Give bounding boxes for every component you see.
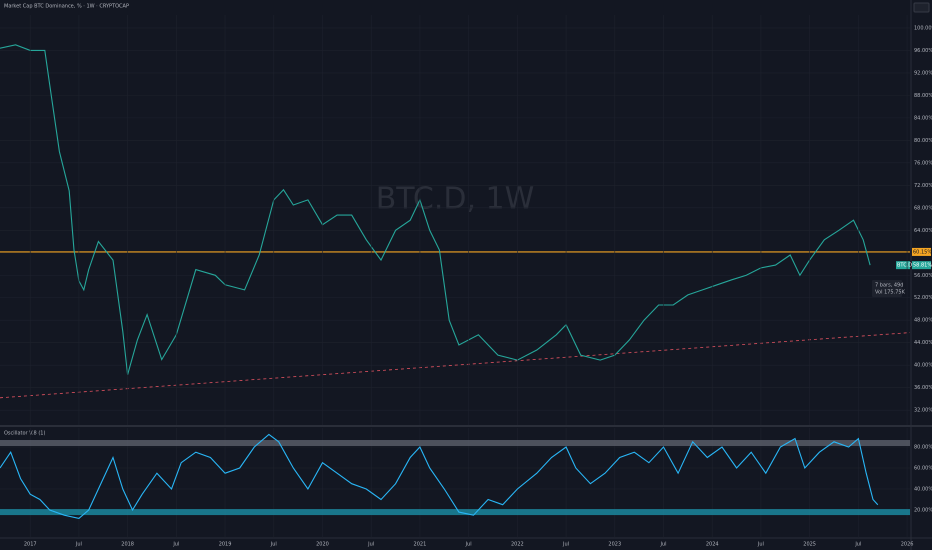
measure-text: 7 bars, 49d — [875, 283, 903, 289]
x-tick-label: 2021 — [414, 542, 427, 548]
y-tick-label: 64.00% — [914, 228, 932, 234]
y-tick-label: 44.00% — [914, 340, 932, 346]
y-tick-label: 36.00% — [914, 385, 932, 391]
y-tick-label: 32.00% — [914, 408, 932, 414]
x-tick-label: 2023 — [608, 542, 621, 548]
x-tick-label: 2019 — [219, 542, 232, 548]
x-tick-label: Jul — [172, 542, 179, 548]
y-tick-label: 80.00% — [914, 444, 932, 450]
series-name: BTC.D — [897, 263, 912, 269]
measure-box — [872, 280, 902, 297]
y-tick-label: 96.00% — [914, 48, 932, 54]
x-tick-label: Jul — [659, 542, 666, 548]
last-price: 58.81% — [913, 263, 932, 269]
x-tick-label: Jul — [465, 542, 472, 548]
x-tick-label: 2017 — [24, 542, 37, 548]
y-tick-label: 72.00% — [914, 183, 932, 189]
y-tick-label: 40.00% — [914, 363, 932, 369]
trendline — [0, 332, 911, 399]
y-tick-label: 84.00% — [914, 115, 932, 121]
level-label: 60.15% — [913, 249, 932, 255]
y-tick-label: 56.00% — [914, 273, 932, 279]
y-tick-label: 100.00% — [914, 25, 932, 31]
y-tick-label: 52.00% — [914, 295, 932, 301]
y-tick-label: 92.00% — [914, 70, 932, 76]
currency-button[interactable] — [913, 2, 930, 13]
measure-text: Vol 175.75K — [875, 290, 906, 296]
x-tick-label: 2024 — [706, 542, 719, 548]
band — [0, 509, 910, 516]
x-tick-label: 2022 — [511, 542, 524, 548]
x-tick-label: Jul — [757, 542, 764, 548]
y-tick-label: 68.00% — [914, 205, 932, 211]
y-tick-label: 20.00% — [914, 507, 932, 513]
x-tick-label: Jul — [75, 542, 82, 548]
y-tick-label: 88.00% — [914, 93, 932, 99]
last-price-bg — [912, 261, 931, 270]
series-line — [0, 44, 871, 375]
level-label-bg — [912, 247, 931, 256]
x-tick-label: 2026 — [901, 542, 914, 548]
x-tick-label: Jul — [854, 542, 861, 548]
x-tick-label: 2020 — [316, 542, 329, 548]
watermark: BTC.D, 1W — [376, 182, 535, 217]
x-tick-label: Jul — [367, 542, 374, 548]
y-tick-label: 76.00% — [914, 160, 932, 166]
oscillator-title: Oscillator V.8 (1) — [4, 431, 45, 437]
x-tick-label: 2025 — [803, 542, 816, 548]
series-name-bg — [896, 261, 910, 270]
band — [0, 440, 910, 447]
y-tick-label: 80.00% — [914, 138, 932, 144]
chart-title: Market Cap BTC Dominance, % · 1W · CRYPT… — [4, 4, 129, 10]
x-tick-label: 2018 — [121, 542, 134, 548]
y-tick-label: 40.00% — [914, 486, 932, 492]
y-tick-label: 48.00% — [914, 318, 932, 324]
series-line — [0, 433, 879, 519]
x-tick-label: Jul — [562, 542, 569, 548]
x-tick-label: Jul — [270, 542, 277, 548]
y-tick-label: 60.00% — [914, 465, 932, 471]
